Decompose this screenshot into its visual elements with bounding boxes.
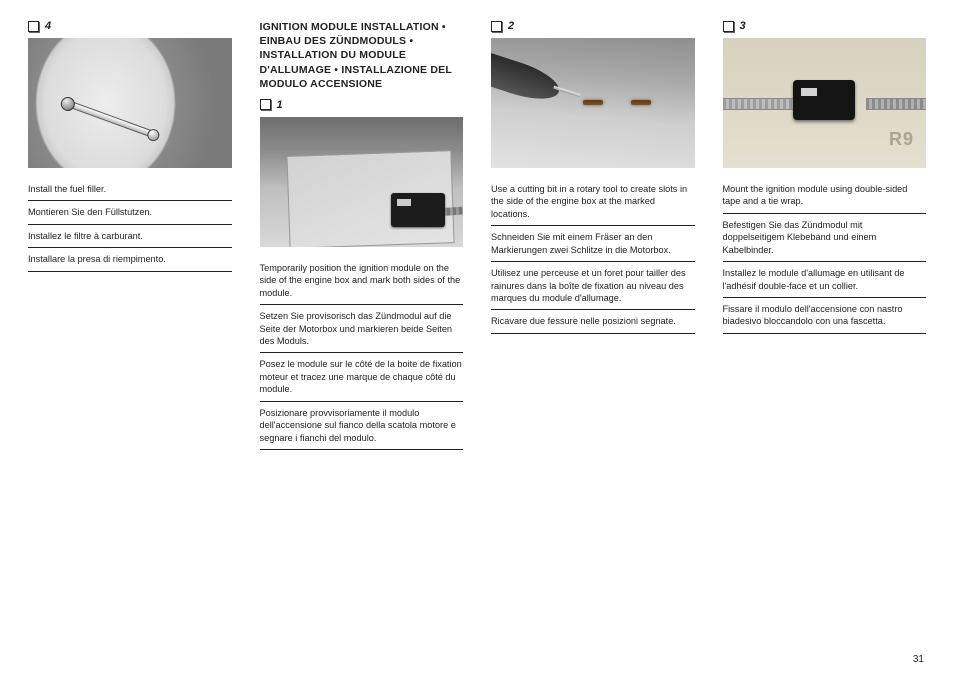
fuel-filler-rod-graphic (67, 100, 156, 138)
slot-graphic (631, 100, 651, 105)
step-number: 1 (277, 99, 283, 111)
instruction-en: Use a cutting bit in a rotary tool to cr… (491, 178, 695, 226)
photo-step-1 (260, 117, 464, 247)
manual-page: 4 Install the fuel filler. Montieren Sie… (0, 0, 954, 681)
step-number: 2 (508, 20, 514, 32)
instruction-de: Montieren Sie den Füllstutzen. (28, 201, 232, 224)
step-label-4: 4 (28, 20, 232, 32)
photo-step-4 (28, 38, 232, 168)
instruction-it: Posizionare provvisoriamente il modulo d… (260, 402, 464, 450)
page-number: 31 (913, 654, 924, 665)
step-label-1: 1 (260, 99, 464, 111)
instruction-en: Mount the ignition module using double-s… (723, 178, 927, 214)
ignition-module-graphic (391, 193, 445, 227)
instruction-it: Ricavare due fessure nelle posizioni seg… (491, 310, 695, 333)
instruction-fr: Utilisez une perceuse et un foret pour t… (491, 262, 695, 310)
section-heading: IGNITION MODULE INSTALLATION • EINBAU DE… (260, 20, 464, 91)
checkbox-icon (491, 21, 502, 32)
wires-left-graphic (723, 98, 801, 110)
checkbox-icon (260, 99, 271, 110)
step-number: 4 (45, 20, 51, 32)
photo-step-3: R9 (723, 38, 927, 168)
column-1: 4 Install the fuel filler. Montieren Sie… (28, 20, 232, 657)
instruction-it: Installare la presa di riempimento. (28, 248, 232, 271)
checkbox-icon (28, 21, 39, 32)
step-label-2: 2 (491, 20, 695, 32)
instruction-de: Setzen Sie provisorisch das Zündmodul au… (260, 305, 464, 353)
instruction-fr: Installez le filtre à carburant. (28, 225, 232, 248)
column-4: 3 R9 Mount the ignition module using dou… (723, 20, 927, 657)
instruction-fr: Posez le module sur le côté de la boite … (260, 353, 464, 401)
instruction-de: Schneiden Sie mit einem Fräser an den Ma… (491, 226, 695, 262)
instruction-en: Install the fuel filler. (28, 178, 232, 201)
column-2: IGNITION MODULE INSTALLATION • EINBAU DE… (260, 20, 464, 657)
step-number: 3 (740, 20, 746, 32)
checkbox-icon (723, 21, 734, 32)
board-text-graphic: R9 (889, 129, 914, 150)
rotary-tool-graphic (491, 49, 564, 107)
instruction-it: Fissare il modulo dell'accensione con na… (723, 298, 927, 334)
instruction-fr: Installez le module d'allumage en utilis… (723, 262, 927, 298)
instruction-de: Befestigen Sie das Zündmodul mit doppels… (723, 214, 927, 262)
photo-step-2 (491, 38, 695, 168)
column-3: 2 Use a cutting bit in a rotary tool to … (491, 20, 695, 657)
wires-right-graphic (866, 98, 926, 110)
step-label-3: 3 (723, 20, 927, 32)
instruction-en: Temporarily position the ignition module… (260, 257, 464, 305)
slot-graphic (583, 100, 603, 105)
mounted-module-graphic (793, 80, 855, 120)
